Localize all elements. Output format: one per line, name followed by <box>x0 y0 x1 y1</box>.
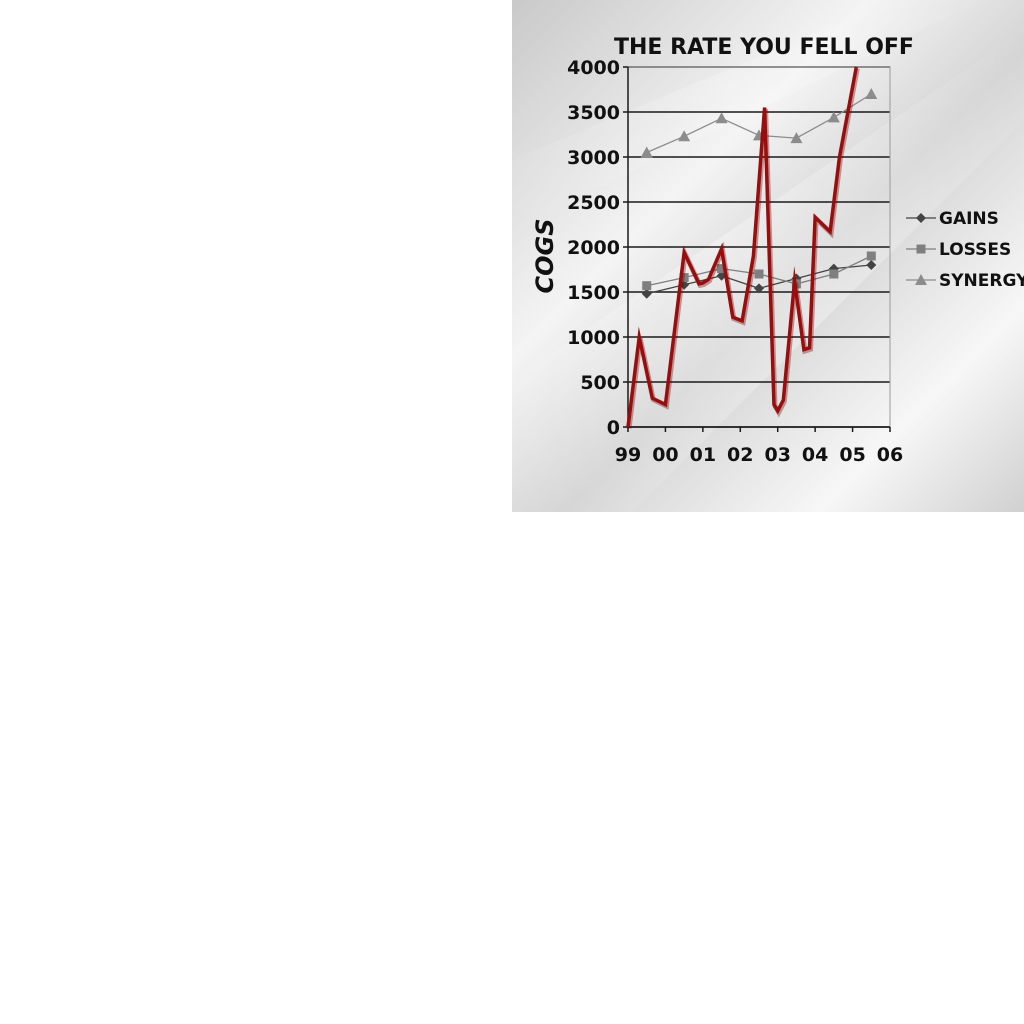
x-tick-label: 04 <box>802 444 828 466</box>
legend-item-synergy: SYNERGY <box>906 271 1024 291</box>
x-tick-label: 03 <box>764 444 790 466</box>
data-point-synergy <box>640 146 653 158</box>
legend: GAINS LOSSES SYNERGY <box>906 209 1024 291</box>
trend-annotation <box>626 66 860 429</box>
chart-panel: 0 500 1000 1500 2000 2500 3000 3500 4000 99 00 01 02… <box>512 0 1024 512</box>
axes: 0 500 1000 1500 2000 2500 3000 3500 4000 99 00 01 02… <box>567 57 903 466</box>
legend-label-gains: GAINS <box>939 209 999 229</box>
data-point-losses <box>717 264 727 274</box>
y-tick-label: 1000 <box>567 327 620 349</box>
chart-title: THE RATE YOU FELL OFF <box>614 35 914 60</box>
y-tick-label: 4000 <box>567 57 620 79</box>
legend-item-gains: GAINS <box>906 209 999 229</box>
data-point-losses <box>754 269 764 279</box>
x-tick-label: 06 <box>877 444 903 466</box>
data-point-synergy <box>678 130 691 142</box>
data-point-synergy <box>865 88 878 99</box>
legend-marker-gains <box>916 213 926 223</box>
legend-marker-losses <box>916 244 926 254</box>
y-tick-label: 2000 <box>567 237 620 259</box>
data-point-losses <box>866 251 876 261</box>
data-point-losses <box>679 273 689 283</box>
y-tick-label: 3000 <box>567 147 620 169</box>
background-streak <box>512 30 1024 512</box>
x-tick-label: 00 <box>652 444 678 466</box>
data-point-synergy <box>827 111 840 123</box>
y-tick-label: 0 <box>607 417 620 439</box>
data-point-synergy <box>790 132 803 144</box>
data-point-synergy <box>715 112 728 124</box>
data-point-gains <box>754 283 764 294</box>
chart: 0 500 1000 1500 2000 2500 3000 3500 4000 99 00 01 02… <box>512 0 1024 512</box>
data-point-gains <box>679 279 690 290</box>
data-point-losses <box>829 269 839 279</box>
legend-label-losses: LOSSES <box>939 240 1011 260</box>
legend-item-losses: LOSSES <box>906 240 1011 260</box>
data-point-gains <box>866 260 877 270</box>
x-tick-label: 02 <box>727 444 753 466</box>
trend-line <box>626 66 859 428</box>
data-point-gains <box>641 288 652 299</box>
legend-label-synergy: SYNERGY <box>939 271 1024 291</box>
y-axis-label: COGS <box>531 219 559 294</box>
x-tick-label: 99 <box>615 444 641 466</box>
y-tick-label: 1500 <box>567 282 620 304</box>
y-tick-label: 3500 <box>567 102 620 124</box>
data-point-losses <box>642 281 652 291</box>
y-tick-label: 2500 <box>567 192 620 214</box>
legend-marker-synergy <box>915 274 927 285</box>
series-synergy <box>640 88 878 158</box>
y-tick-label: 500 <box>580 372 620 394</box>
x-tick-label: 05 <box>839 444 865 466</box>
x-tick-label: 01 <box>690 444 716 466</box>
